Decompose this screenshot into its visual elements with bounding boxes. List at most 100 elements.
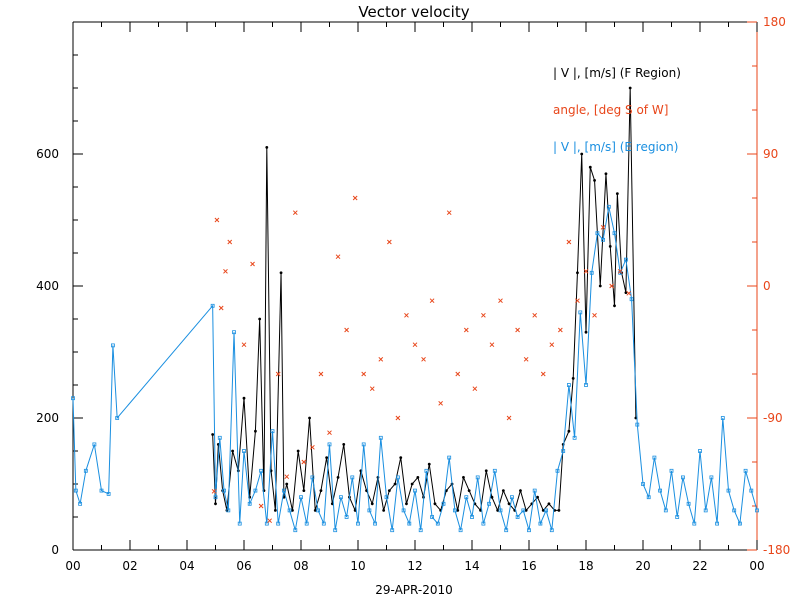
x-tick-label: 14 [464,559,479,573]
data-point [470,515,474,519]
series-group [211,86,638,513]
data-point [749,488,754,493]
data-point [405,502,408,506]
data-point [318,371,324,377]
data-point [555,468,560,473]
data-point [675,515,680,519]
data-point [325,456,329,459]
data-point [458,528,463,533]
data-point [755,508,759,513]
data-point [652,455,657,460]
data-point [575,298,580,304]
data-point [258,503,264,509]
data-point [387,489,391,492]
y-left-tick-label: 600 [36,147,59,161]
data-point [210,303,215,308]
data-point [557,327,563,333]
data-point [635,422,640,427]
data-point [475,475,480,480]
data-point [612,231,617,236]
data-point [692,521,697,526]
data-point [504,528,509,533]
data-point [231,449,235,453]
data-point [429,298,435,304]
data-point [572,435,577,440]
data-point [715,521,719,526]
data-point [629,297,634,302]
data-point [452,508,457,513]
data-point [498,298,503,304]
data-point [223,268,228,274]
data-point [523,356,529,362]
y-right-tick-label: -90 [763,411,783,425]
data-point [567,429,571,433]
x-tick-label: 00 [749,559,764,573]
data-point [73,488,78,493]
data-point [427,462,431,466]
data-point [227,239,233,245]
data-point [253,488,258,493]
data-point [217,435,222,440]
y-right-tick-label: 180 [763,15,786,29]
data-point [624,257,628,262]
data-point [463,327,469,333]
data-point [462,476,465,479]
data-point [624,291,628,294]
x-tick-label: 16 [521,559,536,573]
data-point [617,268,623,274]
data-point [247,501,252,506]
data-point [456,509,460,512]
data-point [71,396,75,401]
data-point [455,371,461,377]
data-point [703,508,708,513]
data-point [489,342,495,348]
legend-entry-f-region: | V |, [m/s] (F Region) [553,66,681,80]
data-point [264,521,269,526]
y-left-axis-ticks: 0 200 400 600 [36,54,83,557]
data-point [446,210,452,216]
chart-title: Vector velocity [358,3,469,21]
data-point [588,165,592,169]
data-point [373,521,378,526]
data-point [540,371,546,377]
x-tick-label: 08 [293,559,308,573]
data-point [232,330,236,335]
data-point [576,271,579,275]
data-point [481,312,486,318]
data-point [111,343,115,348]
data-point [506,415,512,421]
data-point [524,509,528,512]
data-point [254,429,257,433]
data-point [698,449,702,453]
data-point [299,495,303,500]
data-point [595,231,600,236]
data-point [319,489,323,492]
series-layer [71,86,759,533]
data-point [218,305,224,311]
data-point [720,416,725,420]
data-point [743,468,748,473]
data-point [583,268,589,274]
data-point [301,459,307,465]
y-left-tick-label: 200 [36,411,59,425]
data-point [390,528,395,533]
data-point [593,179,596,182]
x-tick-label: 00 [65,559,80,573]
data-point [501,489,505,492]
data-point [447,455,452,460]
legend-entry-e-region: | V |, [m/s] (E region) [553,140,678,154]
series-line [72,206,758,531]
data-point [335,254,341,260]
data-point [438,400,444,406]
data-point [416,476,420,479]
data-point [578,310,583,315]
data-point [401,508,406,513]
data-point [378,435,383,440]
data-point [384,495,389,500]
data-point [214,502,217,506]
series-group [211,195,632,524]
data-point [291,509,294,512]
data-point [490,495,494,499]
data-point [663,508,668,513]
